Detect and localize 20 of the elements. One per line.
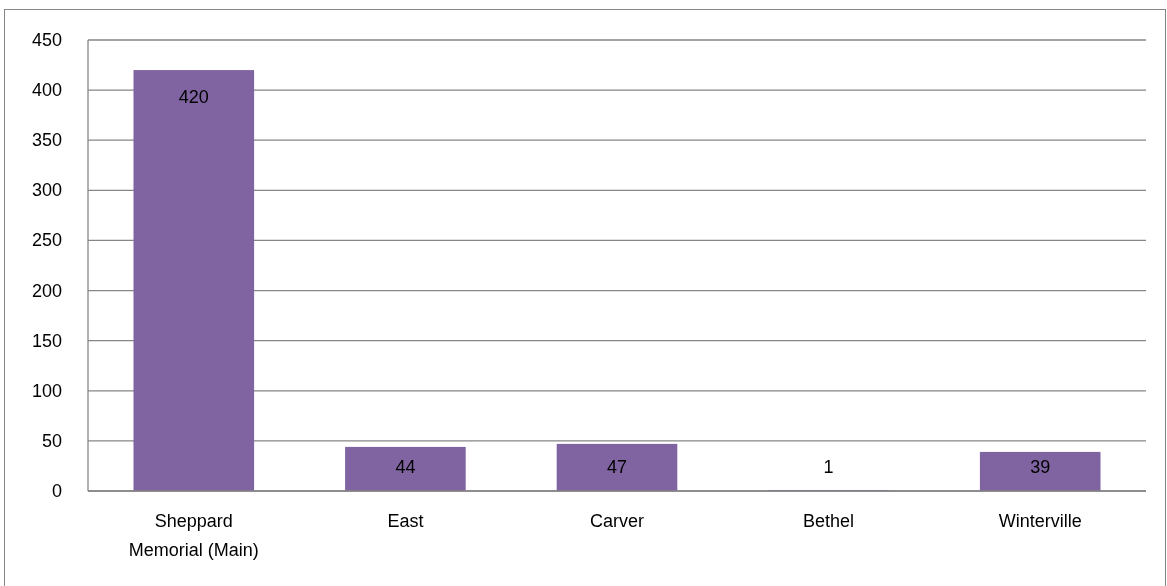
x-tick-label: Sheppard Memorial (Main)	[128, 511, 259, 560]
y-tick-label: 350	[31, 130, 62, 151]
y-tick-label: 450	[31, 30, 62, 50]
x-tick-label: Carver	[589, 511, 645, 531]
y-tick-label: 0	[51, 481, 62, 501]
data-label: 420	[178, 87, 209, 108]
y-tick-label: 400	[31, 80, 62, 101]
y-tick-label: 300	[31, 180, 62, 201]
y-tick-label: 50	[41, 430, 62, 451]
data-label: 1	[823, 457, 834, 477]
data-label: 47	[606, 457, 628, 477]
y-tick-label: 100	[31, 380, 62, 401]
y-tick-label: 200	[31, 280, 62, 301]
x-tick-label: Bethel	[803, 511, 855, 531]
x-tick-label: East	[387, 511, 424, 531]
data-label: 39	[1030, 457, 1051, 477]
y-tick-label: 150	[31, 330, 62, 351]
y-tick-label: 250	[31, 230, 62, 251]
data-label: 44	[395, 457, 416, 477]
x-tick-label: Winterville	[998, 511, 1082, 531]
